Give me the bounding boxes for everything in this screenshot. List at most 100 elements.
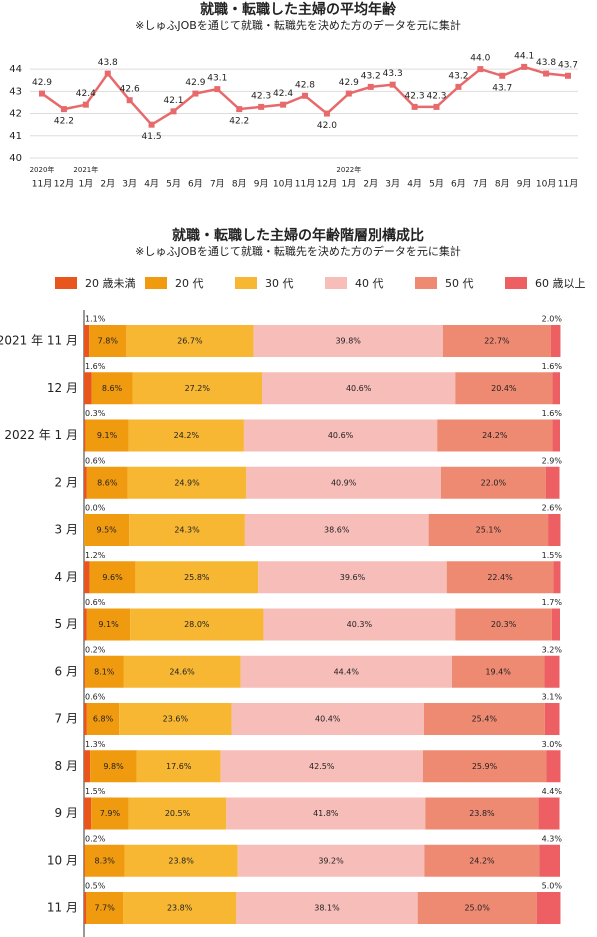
data-label: 3.0% (542, 740, 563, 749)
bar-segment (128, 419, 244, 452)
bar-segment (442, 325, 551, 357)
data-label: 42.9 (185, 78, 205, 88)
data-label: 42.4 (273, 89, 293, 99)
data-label: 1.6% (85, 362, 106, 371)
bar-segment (263, 608, 456, 641)
legend-swatch (145, 277, 167, 289)
point (39, 90, 45, 97)
data-label: 44.1 (514, 51, 534, 61)
data-label: 42.3 (251, 91, 271, 101)
point (148, 121, 155, 128)
bar-segment (90, 750, 137, 783)
bar-segment (550, 325, 561, 357)
data-label: 24.9% (174, 478, 200, 487)
x-tick-label: 5月 (166, 179, 181, 190)
bar-segment (89, 325, 127, 357)
bar-segment (84, 372, 92, 405)
x-tick-label: 11月 (32, 179, 52, 190)
data-label: 1.6% (542, 409, 563, 418)
data-label: 24.2% (482, 431, 508, 440)
data-label: 2.0% (542, 315, 563, 324)
data-label: 25.4% (472, 715, 498, 724)
point (214, 86, 221, 93)
data-label: 42.2 (229, 117, 249, 127)
bar-segment (84, 608, 87, 641)
bar-segment (544, 703, 560, 735)
bar-segment (446, 561, 554, 594)
data-label: 22.0% (481, 478, 507, 487)
x-tick-label: 11月 (558, 179, 578, 190)
bar-segment (422, 750, 547, 783)
x-tick-label: 5月 (429, 179, 444, 190)
bar-segment (124, 844, 238, 877)
bar-segment (226, 797, 426, 830)
data-label: 41.8% (313, 809, 339, 818)
y-tick-label: 6 月 (55, 664, 78, 678)
point (60, 106, 67, 113)
point (411, 103, 418, 110)
bar-segment (240, 655, 452, 688)
bar-segment (84, 844, 85, 877)
data-label: 19.4% (485, 667, 511, 676)
y-tick-label: 9 月 (55, 806, 78, 820)
point (323, 110, 330, 117)
data-label: 43.2 (361, 71, 381, 81)
bar-segment (552, 419, 560, 452)
data-label: 23.8% (168, 856, 194, 865)
legend-label: 50 代 (445, 277, 474, 290)
data-label: 8.3% (95, 856, 116, 865)
data-label: 42.5% (309, 762, 335, 771)
data-label: 3.2% (542, 645, 563, 654)
bar-segment (84, 655, 85, 688)
x-tick-label: 3月 (385, 179, 400, 190)
data-label: 22.4% (487, 573, 513, 582)
x-tick-label: 12月 (317, 179, 337, 190)
data-label: 6.8% (93, 715, 114, 724)
data-label: 42.3 (405, 91, 425, 101)
data-label: 1.2% (85, 551, 106, 560)
data-label: 42.6 (120, 85, 140, 95)
point (345, 90, 352, 97)
bar-segment (129, 514, 245, 546)
bar-segment (86, 466, 128, 499)
bar-segment (127, 466, 247, 499)
bar-segment (128, 797, 227, 830)
y-tick-label: 10 月 (47, 853, 78, 867)
y-tick-label: 2021 年 11 月 (0, 334, 78, 348)
x-tick-label: 4月 (407, 179, 422, 190)
point (455, 83, 462, 90)
data-label: 43.8 (98, 58, 118, 68)
data-label: 43.2 (448, 71, 468, 81)
data-label: 4.4% (542, 787, 563, 796)
point (499, 72, 506, 79)
data-label: 42.1 (163, 96, 183, 106)
data-label: 8.6% (97, 478, 118, 487)
legend-swatch (55, 277, 77, 289)
point (367, 83, 374, 90)
data-label: 38.1% (314, 904, 340, 913)
x-tick-label: 8月 (232, 179, 247, 190)
y-tick-label: 4 月 (55, 570, 78, 584)
legend-label: 20 歳未満 (85, 277, 136, 290)
data-label: 23.6% (163, 715, 189, 724)
bar-segment (243, 419, 438, 452)
data-label: 2.9% (542, 456, 563, 465)
bar-segment (544, 655, 560, 688)
point (477, 66, 484, 73)
bar-segment (417, 892, 537, 924)
bar-segment (455, 608, 552, 641)
bar-segment (91, 797, 129, 830)
bar-segment (86, 892, 124, 924)
data-label: 7.7% (95, 904, 116, 913)
bar-segment (89, 561, 136, 594)
x-tick-label: 8月 (495, 179, 510, 190)
legend-swatch (505, 277, 527, 289)
point (543, 70, 550, 77)
bar-segment (441, 466, 546, 499)
bar-segment (236, 892, 418, 924)
point (82, 101, 89, 108)
data-label: 25.1% (476, 526, 502, 535)
data-label: 7.9% (100, 809, 121, 818)
bar-segment (244, 514, 429, 546)
